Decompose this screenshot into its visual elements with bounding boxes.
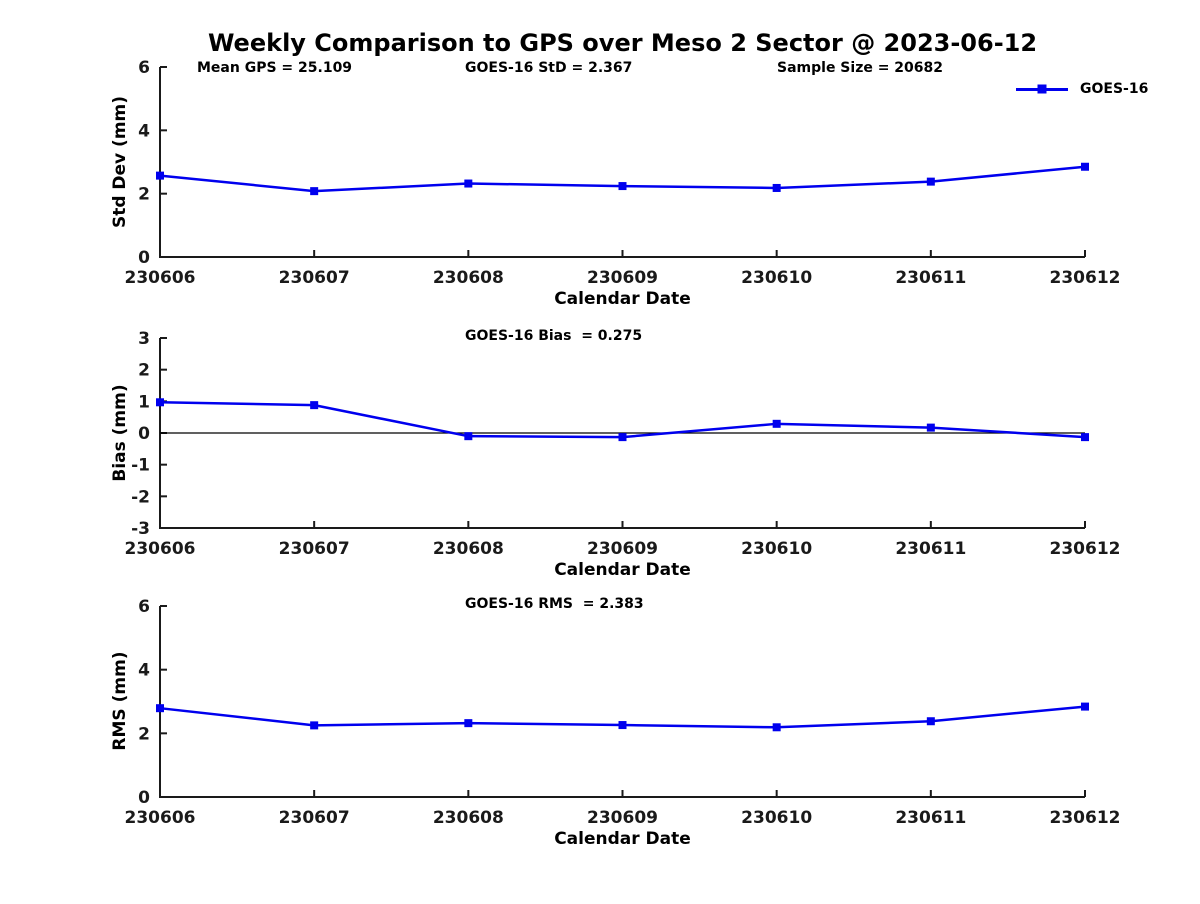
data-point-marker xyxy=(618,182,627,191)
data-point-marker xyxy=(156,704,164,713)
x-tick-label: 230608 xyxy=(433,539,504,559)
y-tick-label: 3 xyxy=(138,329,150,349)
y-axis-label-rms: RMS (mm) xyxy=(110,651,130,751)
y-tick-label: 2 xyxy=(138,724,150,744)
figure-title: Weekly Comparison to GPS over Meso 2 Sec… xyxy=(207,29,1038,57)
data-point-marker xyxy=(156,398,164,407)
x-tick-label: 230610 xyxy=(741,539,812,559)
subplot-2: -3 -2 -1 0 1 2 3 230606 230607 230608 230609 230610… xyxy=(125,329,1121,559)
y-axis-label-bias: Bias (mm) xyxy=(110,384,130,482)
x-tick-label: 230606 xyxy=(125,539,196,559)
y-tick-label: -3 xyxy=(131,519,150,539)
data-point-marker xyxy=(926,717,935,726)
y-tick-label: 4 xyxy=(138,121,150,141)
data-point-marker xyxy=(1081,162,1089,171)
data-point-marker xyxy=(464,432,473,441)
x-tick-label: 230608 xyxy=(433,808,504,828)
data-point-marker xyxy=(310,401,319,410)
data-point-marker xyxy=(772,183,781,192)
data-point-marker xyxy=(156,171,164,180)
y-tick-label: 2 xyxy=(138,185,150,205)
x-tick-label: 230611 xyxy=(895,808,966,828)
x-tick-label: 230607 xyxy=(279,808,350,828)
data-point-marker xyxy=(464,719,473,728)
x-axis-label-1: Calendar Date xyxy=(554,289,691,309)
y-axis-label-stddev: Std Dev (mm) xyxy=(110,95,130,229)
annotation-goes16-std: GOES-16 StD = 2.367 xyxy=(465,60,633,76)
legend: GOES-16 xyxy=(1016,81,1148,97)
x-axis-label-3: Calendar Date xyxy=(554,829,691,849)
legend-line-sample xyxy=(1016,84,1068,94)
x-tick-label: 230610 xyxy=(741,808,812,828)
data-point-marker xyxy=(310,187,319,196)
subplot-3: 0 2 4 6 230606 230607 230608 230609 230610 230611… xyxy=(125,597,1121,828)
data-point-marker xyxy=(310,721,319,730)
data-point-marker xyxy=(926,423,935,432)
annotation-sample-size: Sample Size = 20682 xyxy=(777,60,944,76)
data-point-marker xyxy=(464,179,473,188)
x-tick-label: 230609 xyxy=(587,268,658,288)
y-tick-label: 0 xyxy=(138,248,150,268)
data-point-marker xyxy=(772,419,781,428)
x-tick-label: 230610 xyxy=(741,268,812,288)
x-tick-label: 230607 xyxy=(279,539,350,559)
data-point-marker xyxy=(1081,702,1089,711)
data-point-marker xyxy=(1081,433,1089,442)
x-tick-label: 230612 xyxy=(1050,539,1121,559)
y-tick-label: -2 xyxy=(131,487,150,507)
x-axis-label-2: Calendar Date xyxy=(554,560,691,580)
x-tick-label: 230609 xyxy=(587,808,658,828)
data-point-marker xyxy=(926,177,935,186)
series-line-goes-16 xyxy=(159,401,1086,439)
data-point-marker xyxy=(618,433,627,442)
x-tick-label: 230612 xyxy=(1050,268,1121,288)
data-point-marker xyxy=(772,723,781,732)
legend-square-marker-icon xyxy=(1037,84,1047,94)
y-tick-label: 0 xyxy=(138,788,150,808)
x-tick-label: 230608 xyxy=(433,268,504,288)
annotation-goes16-rms: GOES-16 RMS = 2.383 xyxy=(465,596,644,612)
data-point-marker xyxy=(618,721,627,730)
x-tick-label: 230611 xyxy=(895,268,966,288)
x-tick-label: 230611 xyxy=(895,539,966,559)
y-tick-label: 4 xyxy=(138,661,150,681)
y-tick-label: 0 xyxy=(138,424,150,444)
x-tick-label: 230606 xyxy=(125,268,196,288)
subplot-1: 0 2 4 6 230606 230607 230608 230609 230610 230611… xyxy=(125,58,1121,288)
y-tick-label: 2 xyxy=(138,361,150,381)
x-tick-label: 230612 xyxy=(1050,808,1121,828)
annotation-goes16-bias: GOES-16 Bias = 0.275 xyxy=(465,328,643,344)
y-tick-label: -1 xyxy=(131,456,150,476)
y-tick-label: 6 xyxy=(138,597,150,617)
y-tick-label: 1 xyxy=(138,392,150,412)
annotation-mean-gps: Mean GPS = 25.109 xyxy=(197,60,353,76)
x-tick-label: 230607 xyxy=(279,268,350,288)
x-tick-label: 230606 xyxy=(125,808,196,828)
y-tick-label: 6 xyxy=(138,58,150,78)
x-tick-label: 230609 xyxy=(587,539,658,559)
legend-label: GOES-16 xyxy=(1080,81,1149,97)
